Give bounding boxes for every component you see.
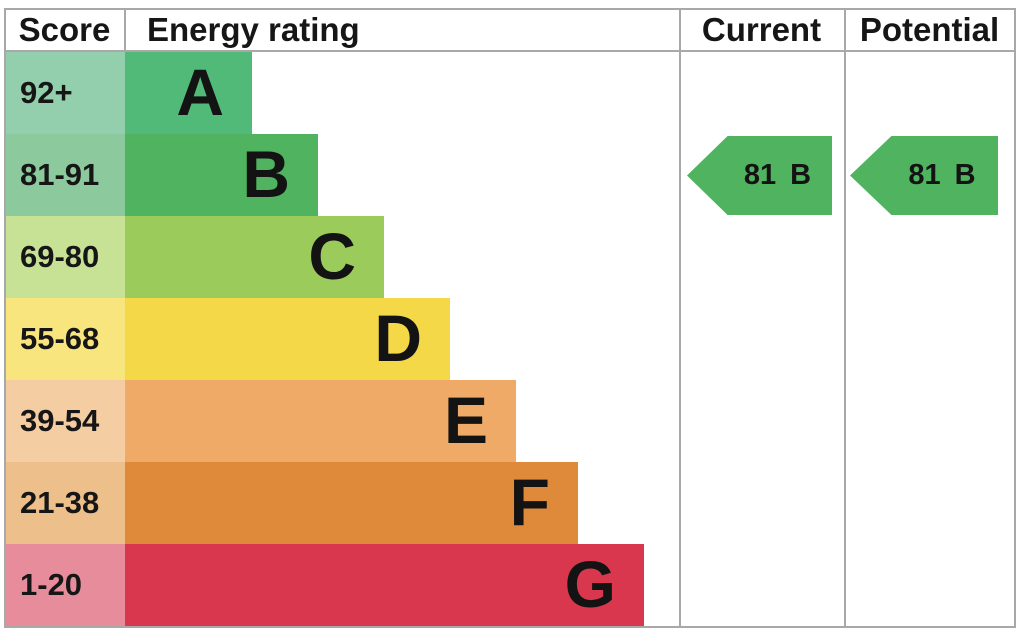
score-range-a: 92+ (6, 52, 125, 134)
rating-bar-d: D (125, 298, 450, 380)
score-range-c: 69-80 (6, 216, 125, 298)
header-score: Score (18, 11, 111, 48)
score-range-f: 21-38 (6, 462, 125, 544)
score-range-b: 81-91 (6, 134, 125, 216)
band-row-a: 92+ A (6, 52, 679, 134)
band-row-f: 21-38 F (6, 462, 679, 544)
header-current: Current (701, 11, 822, 48)
band-row-g: 1-20 G (6, 544, 679, 626)
band-row-d: 55-68 D (6, 298, 679, 380)
score-column-divider (124, 8, 126, 52)
band-letter-b: B (242, 137, 290, 211)
header-energy-rating: Energy rating (147, 11, 360, 48)
band-row-e: 39-54 E (6, 380, 679, 462)
rating-bar-a: A (125, 52, 252, 134)
current-column-divider (679, 8, 681, 626)
rating-bar-g: G (125, 544, 644, 626)
rating-bar-f: F (125, 462, 578, 544)
header-potential: Potential (859, 11, 1000, 48)
rating-bar-c: C (125, 216, 384, 298)
band-letter-d: D (374, 301, 422, 375)
rating-bands: 92+ A 81-91 B 69-80 C 55-68 D 39-54 E 21… (6, 52, 679, 626)
band-letter-e: E (443, 383, 488, 457)
rating-bar-e: E (125, 380, 516, 462)
band-letter-c: C (308, 219, 356, 293)
rating-bar-b: B (125, 134, 318, 216)
score-range-d: 55-68 (6, 298, 125, 380)
score-range-g: 1-20 (6, 544, 125, 626)
potential-column-divider (844, 8, 846, 626)
potential-score: 81 (908, 159, 941, 191)
band-row-c: 69-80 C (6, 216, 679, 298)
band-letter-g: G (564, 547, 616, 621)
current-score: 81 (743, 159, 777, 191)
score-range-e: 39-54 (6, 380, 125, 462)
band-letter-f: F (509, 465, 550, 539)
current-band: B (790, 159, 812, 191)
band-row-b: 81-91 B (6, 134, 679, 216)
potential-band: B (954, 159, 976, 191)
band-letter-a: A (176, 55, 224, 129)
header-divider-line (4, 50, 1016, 52)
